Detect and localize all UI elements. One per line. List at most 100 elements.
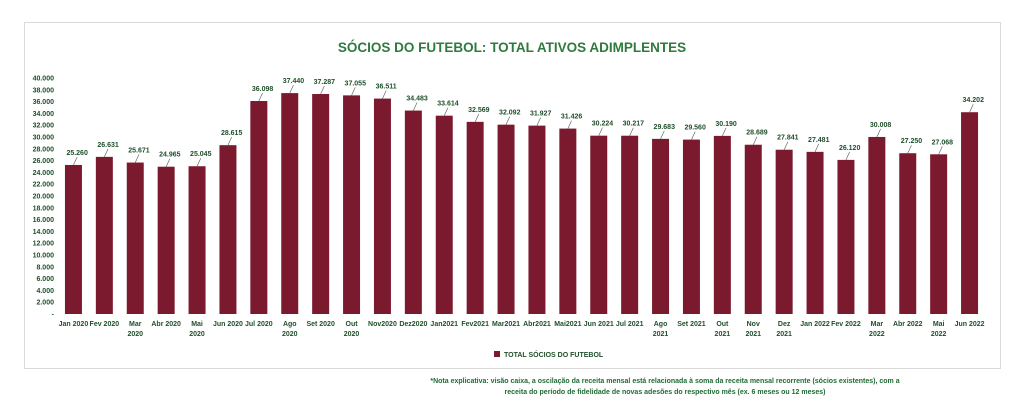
x-tick-label: Nov xyxy=(747,321,760,328)
data-label: 25.671 xyxy=(128,148,150,155)
y-tick-label: 40.000 xyxy=(33,76,55,83)
x-tick-label: Mar xyxy=(871,321,884,328)
data-label-leader xyxy=(413,102,418,111)
data-label: 33.614 xyxy=(437,101,459,108)
x-tick-label: 2020 xyxy=(344,331,360,338)
y-tick-label: 38.000 xyxy=(33,87,55,94)
data-label-leader xyxy=(783,141,789,150)
bar xyxy=(404,110,422,315)
legend-swatch xyxy=(494,351,500,357)
data-label-leader xyxy=(351,87,356,96)
footnote-line-1: *Nota explicativa: visão caixa, a oscila… xyxy=(430,378,900,385)
x-tick-label: Fev 2020 xyxy=(90,321,120,328)
bar xyxy=(775,149,793,314)
data-label: 30.224 xyxy=(592,121,614,128)
data-label-leader xyxy=(320,85,325,95)
x-tick-label: Abr2021 xyxy=(523,321,551,328)
x-tick-label: Dez2020 xyxy=(399,321,427,328)
data-label-leader xyxy=(969,104,974,113)
y-tick-label: 16.000 xyxy=(33,217,55,224)
data-label-leader xyxy=(73,156,78,166)
x-tick-label: 2021 xyxy=(653,331,669,338)
y-tick-label: - xyxy=(52,312,55,319)
x-tick-label: Dez xyxy=(778,321,791,328)
data-label: 34.202 xyxy=(963,97,985,104)
data-label: 36.098 xyxy=(252,86,274,93)
footnote-line-2: receita do período de fidelidade de nova… xyxy=(504,389,826,396)
bar xyxy=(682,139,700,314)
bar xyxy=(652,138,670,314)
data-label-leader xyxy=(505,116,511,125)
bar xyxy=(126,162,144,314)
y-tick-label: 36.000 xyxy=(33,99,55,106)
bar xyxy=(373,98,391,314)
y-tick-label: 6.000 xyxy=(36,276,54,283)
bar xyxy=(621,135,639,314)
bar xyxy=(219,145,237,314)
x-tick-label: 2021 xyxy=(715,331,731,338)
x-tick-label: Ago xyxy=(283,321,297,328)
data-label-leader xyxy=(691,131,696,140)
data-label-leader xyxy=(629,127,634,136)
bar xyxy=(837,159,855,314)
bar xyxy=(157,166,175,314)
data-label-leader xyxy=(227,137,232,146)
bar xyxy=(312,94,330,314)
bar xyxy=(528,125,546,314)
chart-title: SÓCIOS DO FUTEBOL: TOTAL ATIVOS ADIMPLEN… xyxy=(337,40,687,55)
data-label: 29.560 xyxy=(684,125,706,132)
data-label: 25.260 xyxy=(66,150,88,157)
y-tick-label: 18.000 xyxy=(33,205,55,212)
bar xyxy=(466,121,484,315)
x-tick-label: Mar xyxy=(129,321,142,328)
y-tick-label: 34.000 xyxy=(33,111,55,118)
y-tick-label: 10.000 xyxy=(33,253,55,260)
x-tick-label: 2021 xyxy=(776,331,792,338)
y-tick-label: 14.000 xyxy=(33,229,55,236)
y-tick-label: 4.000 xyxy=(36,288,54,295)
y-tick-label: 32.000 xyxy=(33,123,55,130)
data-label: 27.481 xyxy=(808,137,830,144)
y-tick-label: 28.000 xyxy=(33,146,55,153)
data-label: 25.045 xyxy=(190,151,212,158)
footnote: *Nota explicativa: visão caixa, a oscila… xyxy=(380,376,950,398)
data-label-leader xyxy=(907,145,912,154)
bar xyxy=(806,151,824,314)
x-tick-label: Jan 2020 xyxy=(59,321,89,328)
x-tick-label: Abr 2022 xyxy=(893,321,923,328)
data-label: 37.440 xyxy=(283,78,305,85)
data-label: 31.426 xyxy=(561,114,583,121)
bar xyxy=(435,115,453,314)
x-tick-label: 2020 xyxy=(189,331,205,338)
x-tick-label: 2022 xyxy=(931,331,947,338)
data-label-leader xyxy=(876,128,881,138)
data-label-leader xyxy=(845,151,850,161)
bar xyxy=(961,112,979,315)
x-tick-label: Ago xyxy=(654,321,668,328)
data-label: 26.631 xyxy=(97,142,119,149)
bar xyxy=(64,164,82,314)
x-tick-label: Mai xyxy=(933,321,945,328)
data-label-leader xyxy=(752,136,758,145)
data-label: 27.250 xyxy=(901,138,923,145)
bar xyxy=(868,136,886,314)
data-label: 31.927 xyxy=(530,111,552,118)
data-label-leader xyxy=(598,127,603,136)
data-label: 30.217 xyxy=(623,121,645,128)
x-tick-label: Jan2021 xyxy=(430,321,458,328)
bar xyxy=(744,144,762,314)
data-label: 30.008 xyxy=(870,122,892,129)
y-tick-label: 30.000 xyxy=(33,135,55,142)
data-label-leader xyxy=(258,92,263,102)
x-tick-label: Set 2021 xyxy=(677,321,706,328)
y-tick-label: 2.000 xyxy=(36,300,54,307)
data-label-leader xyxy=(567,120,572,129)
data-label-leader xyxy=(104,148,109,158)
data-label-leader xyxy=(382,90,387,99)
data-label: 37.287 xyxy=(314,79,336,86)
data-label: 26.120 xyxy=(839,145,861,152)
y-tick-label: 12.000 xyxy=(33,241,55,248)
x-tick-label: Out xyxy=(716,321,729,328)
legend-label: TOTAL SÓCIOS DO FUTEBOL xyxy=(504,350,604,359)
